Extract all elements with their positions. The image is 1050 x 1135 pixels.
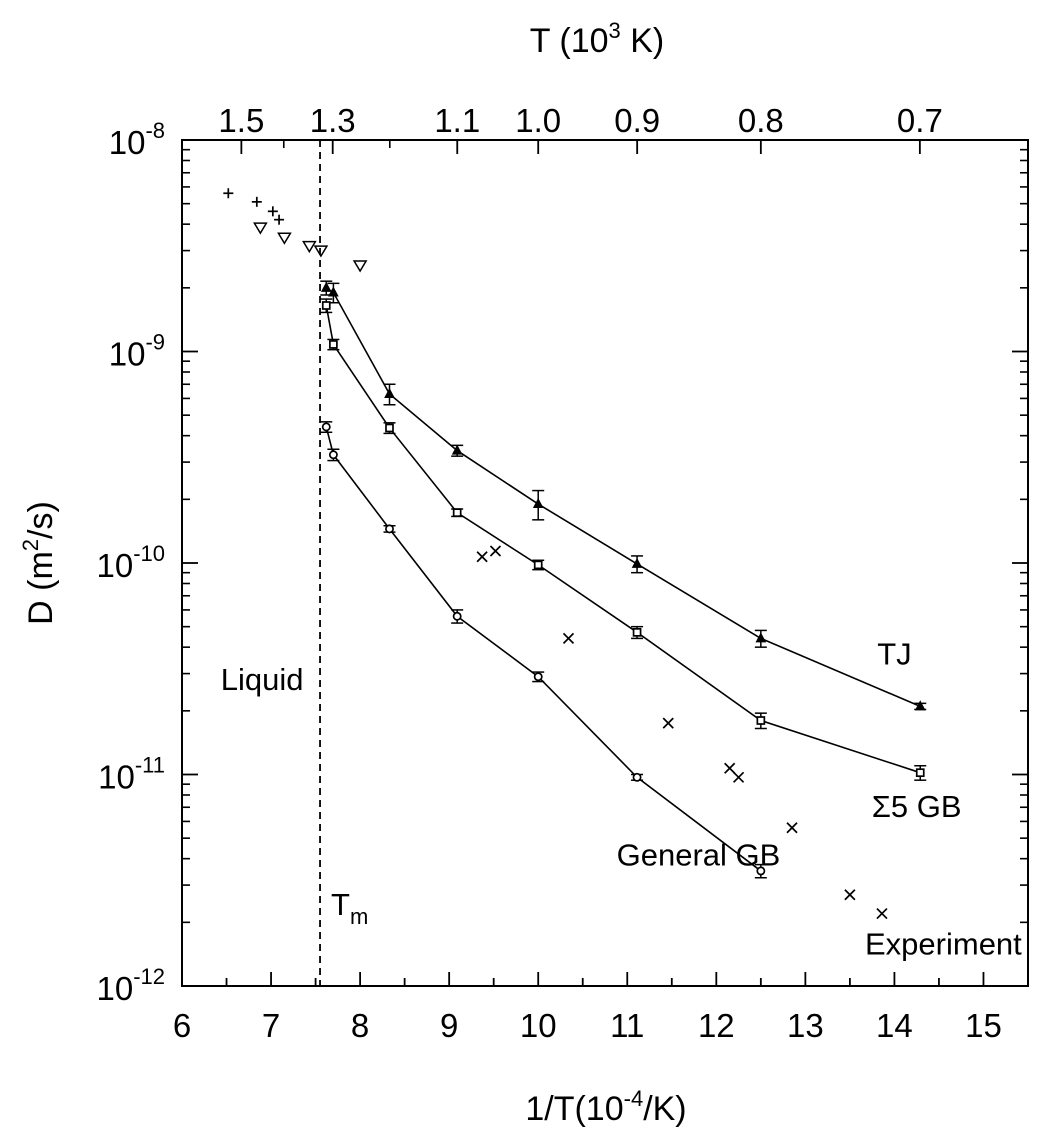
top-tick-label: 0.9 [614,102,660,139]
series-line [325,287,921,708]
square-marker [329,340,338,349]
x-tick-labels: 6 7 8 9 10 11 12 13 14 15 [173,1007,1002,1044]
x-tick-label: 14 [876,1007,913,1044]
y-tick-label: 10-8 [109,118,165,161]
y-tick-label: 10-10 [96,541,165,584]
triangle-marker [631,557,643,568]
y-tick-label: 10-11 [98,753,165,796]
top-tick-label: 1.3 [310,102,356,139]
x-marker [476,551,488,563]
x-tick-label: 8 [351,1007,369,1044]
x-tick-label: 12 [698,1007,735,1044]
x-tick-label: 6 [173,1007,191,1044]
annotations: TJ Σ5 GB General GB Experiment Liquid [221,637,1022,962]
x-marker [876,907,888,920]
top-tick-label: 0.8 [738,102,784,139]
triangle-marker [384,387,395,398]
annotation-label: Liquid [221,662,304,697]
x-marker [562,632,575,645]
triangle-marker [451,444,463,455]
triangle-marker [914,700,926,711]
x-tick-label: 7 [262,1007,280,1044]
square-marker [385,423,394,433]
square-marker [452,508,462,518]
series-lines [325,287,921,872]
top-tick-label: 1.5 [218,102,264,139]
square-marker [915,768,925,778]
circle-marker [385,524,394,534]
triangle-down-marker [253,222,268,235]
triangle-down-marker [313,245,329,258]
plus-marker [267,206,278,217]
series-line [325,426,762,872]
top-tick-label: 1.1 [434,102,480,139]
y-tick-label: 10-9 [109,330,165,373]
x-marker [724,762,736,774]
triangle-down-marker [277,232,292,245]
circle-marker [756,866,766,876]
annotation-label: TJ [877,637,911,672]
y-tick-label: 10-12 [96,964,165,1007]
top-tick-labels: 1.5 1.3 1.1 1.0 0.9 0.8 0.7 [218,102,942,139]
plot-frame [181,139,1029,987]
x-marker [844,889,856,901]
triangle-down-marker [352,260,368,273]
square-marker [321,301,331,310]
x-tick-label: 15 [965,1007,1002,1044]
circle-marker [321,422,331,432]
plus-marker [223,188,234,199]
series-points [223,188,927,920]
circle-marker [533,672,543,682]
y-axis-label: D (m2/s) [18,501,60,625]
triangle-marker [328,286,339,297]
plus-marker [251,196,262,207]
x-tick-label: 9 [440,1007,458,1044]
x-marker [732,771,745,783]
circle-marker [328,450,338,460]
annotation-label: Experiment [865,926,1022,961]
annotation-label: Σ5 GB [872,789,962,824]
x-marker [662,717,674,729]
triangle-down-marker [302,240,317,254]
series-line [325,305,921,774]
tm-label: Tm [331,887,368,929]
circle-marker [452,611,462,621]
x-marker [786,822,798,834]
x-axis-label: 1/T(10-4/K) [525,1086,686,1128]
x-tick-label: 10 [520,1007,557,1044]
circle-marker [632,772,642,782]
top-axis-label: T (103 K) [530,18,664,60]
x-tick-label: 11 [610,1007,644,1044]
x-tick-label: 13 [787,1007,824,1044]
top-tick-label: 1.0 [515,102,561,139]
triangle-marker [320,281,332,292]
triangle-marker [755,632,767,643]
square-marker [632,628,642,637]
y-tick-labels: 10-8 10-9 10-10 10-11 10-12 [96,118,165,1007]
triangle-marker [532,497,544,509]
square-marker [756,716,766,725]
plus-marker [274,214,285,225]
x-marker [489,545,502,557]
top-tick-label: 0.7 [897,102,943,139]
annotation-label: General GB [617,837,781,872]
square-marker [533,560,543,570]
axis-ticks [181,139,1029,987]
